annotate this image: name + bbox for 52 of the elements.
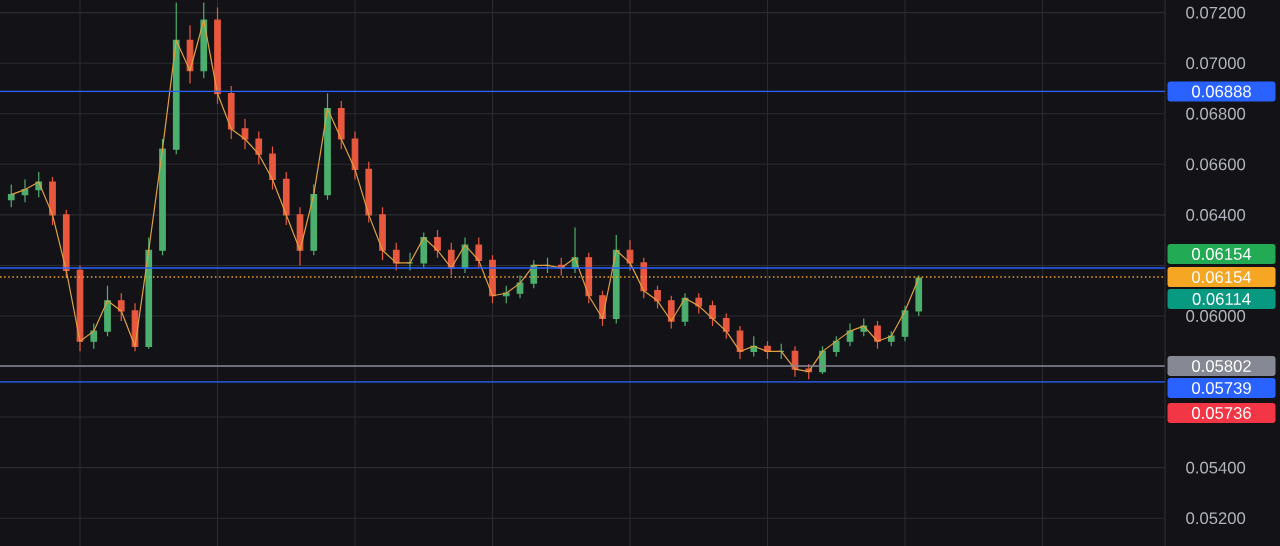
candlestick <box>227 85 235 140</box>
candlestick <box>709 300 716 327</box>
candlestick <box>764 340 771 360</box>
candlestick <box>21 178 29 203</box>
candlestick <box>626 239 634 272</box>
ref-line-label: 0.05802 <box>1192 360 1251 372</box>
candlestick <box>324 92 331 201</box>
y-tick-label: 0.07200 <box>1186 6 1246 19</box>
candlestick <box>7 183 15 208</box>
candlestick <box>269 146 276 191</box>
text: 0.05736 <box>1192 407 1251 419</box>
candlestick <box>722 312 730 340</box>
candlestick <box>846 322 854 347</box>
candlestick <box>214 6 221 105</box>
candlestick <box>145 237 153 350</box>
y-tick-label: 0.06600 <box>1186 158 1246 171</box>
candlestick <box>159 138 166 256</box>
ref-line-label: 0.06888 <box>1192 85 1251 98</box>
ref-line-label: 0.06154 <box>1192 271 1252 283</box>
candlestick <box>282 171 290 226</box>
candlestick <box>104 285 111 337</box>
candlestick <box>379 206 386 261</box>
candlestick <box>475 237 483 269</box>
candlestick <box>172 1 180 155</box>
y-tick-label: 0.05400 <box>1186 461 1246 474</box>
text: 0.06114 <box>1192 293 1251 305</box>
candlestick <box>365 161 373 224</box>
candlestick <box>874 320 881 350</box>
candlestick <box>544 257 551 274</box>
candlestick <box>695 292 703 315</box>
y-tick-label: 0.06800 <box>1186 107 1246 120</box>
ref-line-label: 0.05739 <box>1192 382 1251 394</box>
candlestick <box>654 285 661 309</box>
candlestick <box>915 274 923 317</box>
candlestick <box>90 322 98 350</box>
candlestick <box>420 231 428 269</box>
candlestick <box>667 295 675 330</box>
candlestick <box>434 229 441 259</box>
candlestick <box>406 252 414 272</box>
candlestick <box>117 292 125 322</box>
y-tick-label: 0.07000 <box>1186 57 1246 70</box>
y-tick-label: 0.06400 <box>1186 208 1246 221</box>
candlestick <box>241 118 249 150</box>
y-tick-label: 0.06000 <box>1186 310 1246 322</box>
candlestick <box>337 100 345 150</box>
candlestick <box>832 335 840 358</box>
candlestick <box>49 176 56 226</box>
y-tick-label: 0.05200 <box>1186 512 1246 525</box>
candlestick <box>310 183 318 256</box>
text: 0.06154 <box>1192 248 1252 260</box>
candlestick <box>255 130 263 165</box>
candlestick <box>516 274 524 299</box>
